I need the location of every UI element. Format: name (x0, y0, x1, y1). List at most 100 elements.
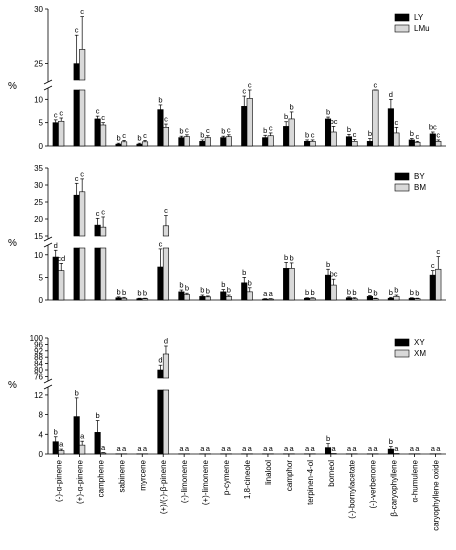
significance-label: bc (330, 117, 338, 126)
significance-label: b (389, 437, 393, 446)
significance-label: a (269, 289, 274, 298)
significance-label: b (305, 130, 309, 139)
category-label: caryophyllene oxide (432, 459, 441, 530)
significance-label: c (436, 247, 440, 256)
bar (79, 247, 86, 301)
y-tick-label: 10 (34, 95, 43, 104)
significance-label: a (122, 444, 127, 453)
bar (283, 268, 290, 301)
bar (178, 291, 185, 301)
significance-label: c (54, 110, 58, 119)
y-tick-label: 84 (34, 360, 43, 369)
category-label: linalool (264, 460, 273, 485)
y-tick-label: 5 (39, 273, 44, 282)
bar (366, 141, 373, 147)
significance-label: a (415, 444, 420, 453)
axis-break-mark (43, 79, 53, 85)
bar (304, 141, 311, 147)
significance-label: c (431, 261, 435, 270)
bar (241, 106, 248, 147)
significance-label: b (410, 129, 414, 138)
legend-swatch (394, 172, 410, 181)
legend-label: BM (414, 183, 426, 192)
legend-label: LY (414, 13, 424, 22)
bar (162, 247, 170, 301)
significance-label: b (221, 280, 225, 289)
bar (115, 297, 122, 301)
significance-label: b (200, 130, 204, 139)
bar (157, 109, 164, 147)
y-tick-label: 96 (34, 340, 43, 349)
significance-label: b (305, 288, 309, 297)
bar (225, 296, 232, 301)
bar (324, 274, 332, 301)
bar (73, 416, 80, 455)
significance-label: b (347, 125, 351, 134)
significance-label: b (116, 287, 120, 296)
significance-label: cd (57, 254, 65, 263)
significance-label: a (352, 444, 357, 453)
category-label: sabinene (117, 459, 126, 492)
category-label: β-caryophyllene (390, 459, 399, 516)
bar (79, 89, 86, 147)
bar (100, 247, 107, 301)
bar (94, 118, 101, 147)
significance-label: a (431, 444, 436, 453)
significance-label: b (311, 288, 315, 297)
significance-label: c (227, 125, 231, 134)
bar (52, 441, 59, 455)
significance-label: a (242, 444, 247, 453)
significance-label: a (436, 444, 441, 453)
bar (345, 297, 353, 301)
bar (58, 450, 65, 455)
significance-label: a (373, 444, 378, 453)
significance-label: c (96, 209, 100, 218)
significance-label: b (263, 126, 267, 135)
bar (246, 291, 253, 301)
y-tick-label: 0 (39, 450, 44, 459)
bar (58, 270, 65, 301)
axis-break-mark (43, 242, 53, 248)
significance-label: c (80, 7, 84, 16)
bar-upper (94, 224, 101, 237)
category-label: (-)-bornylacetate (348, 459, 357, 518)
bar (393, 132, 400, 147)
bar (115, 143, 122, 147)
y-tick-label: 25 (34, 198, 43, 207)
significance-label: a (143, 444, 148, 453)
bar (435, 141, 442, 147)
y-tick-label: 4 (39, 430, 44, 439)
significance-label: c (242, 87, 246, 96)
axis-break-mark (43, 378, 53, 384)
category-label: 1,8-cineole (243, 459, 252, 499)
bar (183, 136, 190, 147)
category-label: (+)/(-)-β-pinene (159, 459, 168, 514)
bar (246, 98, 253, 147)
legend-label: BY (414, 172, 425, 181)
bar (309, 297, 316, 301)
significance-label: c (436, 130, 440, 139)
bar-upper (162, 225, 170, 237)
bar (94, 432, 101, 455)
significance-label: b (347, 287, 351, 296)
bar (204, 296, 211, 301)
bar (52, 122, 59, 147)
bar (309, 141, 316, 147)
significance-label: bc (429, 123, 437, 132)
significance-label: c (75, 26, 79, 35)
bar (387, 297, 394, 301)
y-tick-label: 8 (39, 411, 44, 420)
significance-label: a (179, 444, 184, 453)
significance-label: a (227, 444, 232, 453)
bar (199, 141, 206, 147)
significance-label: c (159, 239, 163, 248)
significance-label: b (227, 286, 231, 295)
bar (178, 137, 185, 147)
bar (288, 118, 295, 147)
bar (262, 298, 269, 301)
significance-label: c (164, 115, 168, 124)
significance-label: b (368, 129, 372, 138)
significance-label: a (248, 444, 253, 453)
